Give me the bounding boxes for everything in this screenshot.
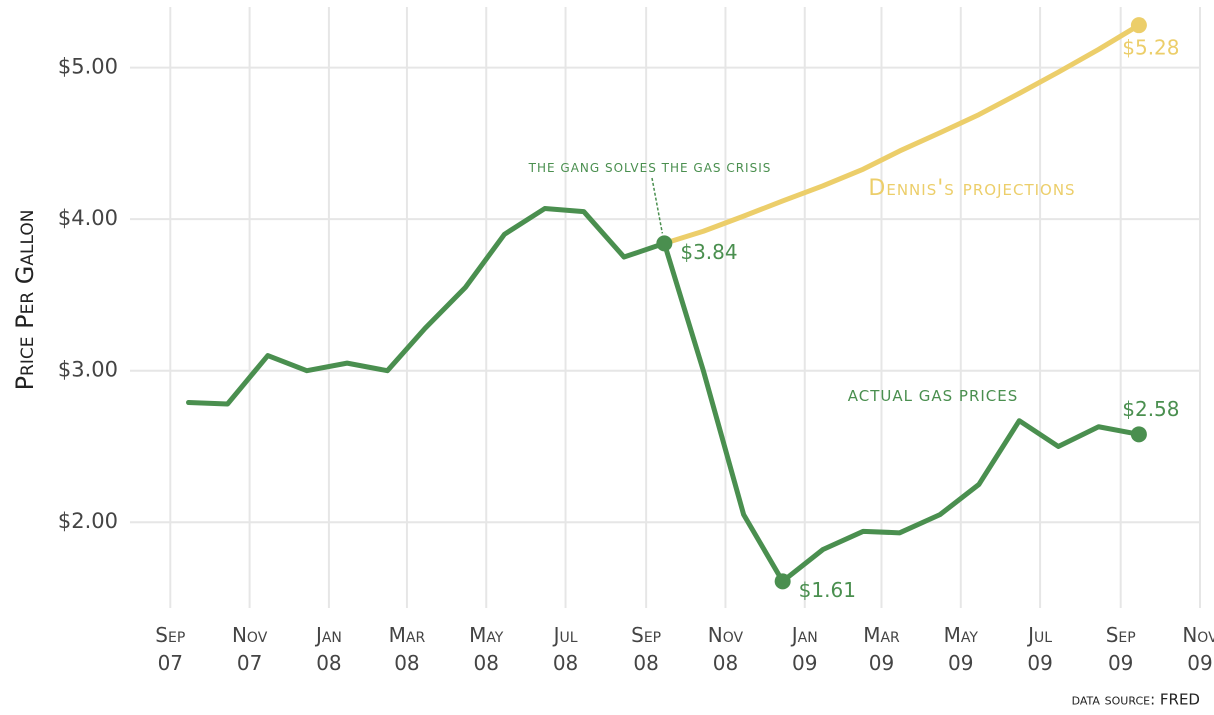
x-tick-label-line: Nov bbox=[708, 623, 744, 647]
value-label: $1.61 bbox=[799, 578, 856, 602]
x-tick-label-line: May bbox=[469, 623, 504, 647]
x-tick-label: Jul 09 bbox=[1026, 623, 1053, 675]
x-tick-label: Mar 09 bbox=[863, 623, 900, 675]
y-tick-label: $2.00 bbox=[58, 509, 118, 533]
x-tick-label-line: Jan bbox=[314, 623, 342, 647]
highlight-point bbox=[1130, 17, 1147, 34]
x-tick-label-line: Jul bbox=[552, 623, 578, 647]
series-label: Dennis's projections bbox=[868, 176, 1075, 201]
x-tick-label-line: 09 bbox=[1027, 651, 1052, 675]
y-axis-title: Price Per Gallon bbox=[11, 210, 39, 391]
value-label: $2.58 bbox=[1122, 397, 1179, 421]
x-tick-label: Nov 08 bbox=[708, 623, 744, 675]
value-label: $3.84 bbox=[680, 240, 737, 264]
series-label: actual gas prices bbox=[848, 382, 1019, 407]
x-tick-label: Jan 08 bbox=[314, 623, 342, 675]
x-tick-label-line: 09 bbox=[869, 651, 894, 675]
annotation: the gang solves the gas crisis bbox=[528, 157, 772, 177]
x-tick-label-line: Jan bbox=[790, 623, 818, 647]
y-tick-label: $4.00 bbox=[58, 206, 118, 230]
x-tick-label-line: 09 bbox=[948, 651, 973, 675]
x-tick-label-line: 08 bbox=[474, 651, 499, 675]
value-label: $5.28 bbox=[1122, 36, 1179, 60]
x-tick-label-line: Nov bbox=[232, 623, 268, 647]
caption: data source: FRED bbox=[1072, 691, 1200, 709]
x-tick-label-line: Nov bbox=[1182, 623, 1214, 647]
series-line bbox=[661, 22, 1142, 246]
highlight-point bbox=[656, 235, 673, 252]
x-tick-label: Sep 07 bbox=[155, 623, 185, 675]
x-tick-label-line: 08 bbox=[633, 651, 658, 675]
x-tick-label-line: 08 bbox=[713, 651, 738, 675]
x-tick-label-line: Mar bbox=[863, 623, 900, 647]
x-tick-label-line: Sep bbox=[155, 623, 185, 647]
annotation-leader bbox=[651, 177, 664, 234]
x-tick-label: May 09 bbox=[944, 623, 979, 675]
highlight-point bbox=[1130, 426, 1147, 443]
x-tick-label-line: Mar bbox=[389, 623, 426, 647]
x-tick-label-line: 09 bbox=[1187, 651, 1212, 675]
x-tick-label: Sep 09 bbox=[1106, 623, 1136, 675]
x-tick-label: Nov 07 bbox=[232, 623, 268, 675]
x-tick-label-line: Jul bbox=[1026, 623, 1052, 647]
y-tick-label: $5.00 bbox=[58, 55, 118, 79]
x-tick-label: Mar 08 bbox=[389, 623, 426, 675]
x-tick-label-line: 08 bbox=[316, 651, 341, 675]
x-tick-label-line: 09 bbox=[1108, 651, 1133, 675]
x-tick-label-line: Sep bbox=[1106, 623, 1136, 647]
x-tick-label-line: 08 bbox=[394, 651, 419, 675]
x-tick-label-line: 08 bbox=[553, 651, 578, 675]
x-tick-label: May 08 bbox=[469, 623, 504, 675]
highlight-point bbox=[774, 573, 791, 590]
y-tick-label: $3.00 bbox=[58, 358, 118, 382]
x-tick-label-line: 09 bbox=[792, 651, 817, 675]
x-tick-label: Sep 08 bbox=[631, 623, 661, 675]
x-tick-label-line: 07 bbox=[237, 651, 262, 675]
x-tick-label-line: May bbox=[944, 623, 979, 647]
x-tick-label-line: Sep bbox=[631, 623, 661, 647]
x-tick-label: Nov 09 bbox=[1182, 623, 1214, 675]
x-tick-label-line: 07 bbox=[158, 651, 183, 675]
x-tick-label: Jan 09 bbox=[790, 623, 818, 675]
x-tick-label: Jul 08 bbox=[552, 623, 579, 675]
